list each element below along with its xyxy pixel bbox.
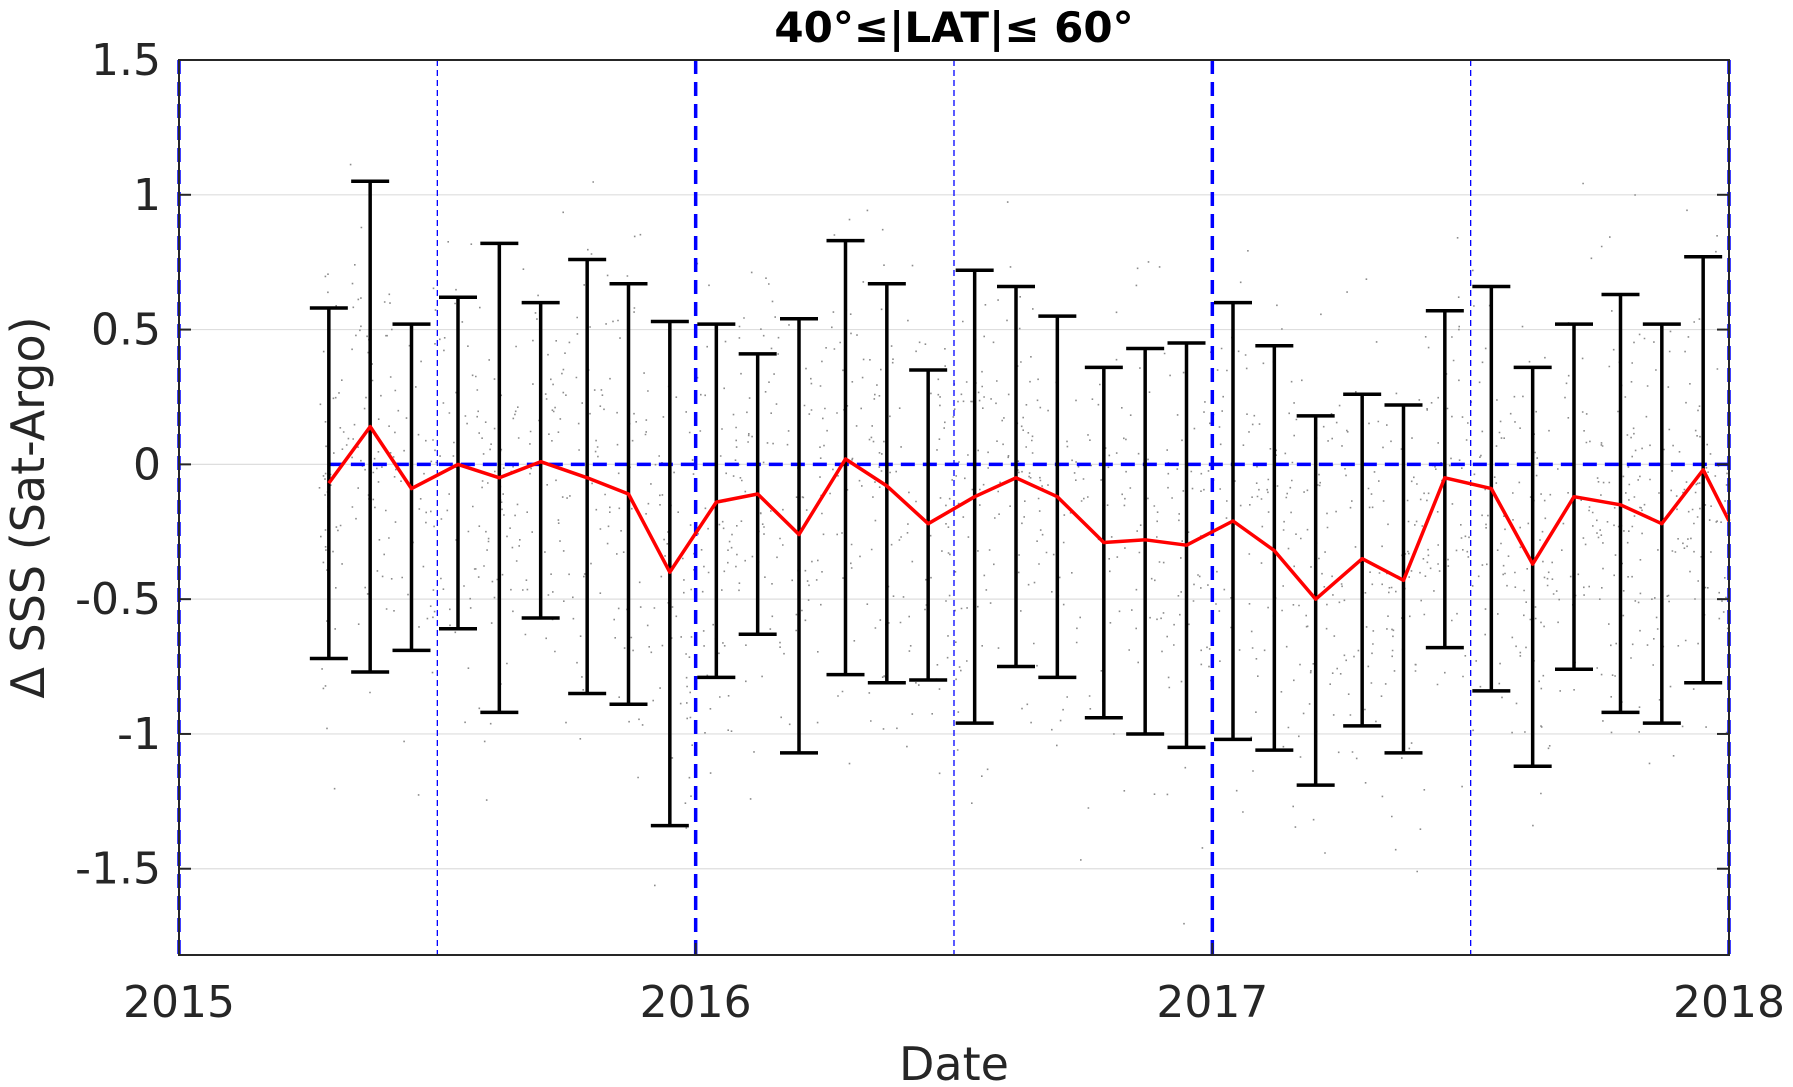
error-bars <box>309 179 1723 828</box>
plot-frame <box>178 59 1730 956</box>
x-ticks: 2015 2016 2017 2018 <box>123 943 1785 1028</box>
y-axis-label: Δ SSS (Sat-Argo) <box>1 316 55 698</box>
y-tick-label: 0.5 <box>91 305 161 356</box>
error-bar <box>1255 344 1294 752</box>
x-tick-label: 2017 <box>1156 977 1268 1028</box>
mean-line <box>327 424 1731 601</box>
y-ticks: 1.5 1 0.5 0 -0.5 -1 -1.5 <box>75 35 1729 895</box>
y-tick-label: 1 <box>133 170 161 221</box>
y-tick-label: 0 <box>133 439 161 490</box>
error-bar <box>309 306 348 661</box>
y-tick-label: -1.5 <box>75 844 161 895</box>
x-axis-label: Date <box>899 1037 1009 1087</box>
chart-title: 40°≤|LAT|≤ 60° <box>774 3 1133 52</box>
x-tick-label: 2015 <box>123 977 235 1028</box>
y-tick-label: -1 <box>117 709 161 760</box>
mean-line-group <box>327 424 1731 601</box>
x-tick-label: 2016 <box>640 977 752 1028</box>
y-tick-label: -0.5 <box>75 574 161 625</box>
y-tick-label: 1.5 <box>91 35 161 86</box>
error-bar <box>1513 365 1552 769</box>
error-bar <box>867 282 906 685</box>
x-tick-label: 2018 <box>1673 977 1785 1028</box>
